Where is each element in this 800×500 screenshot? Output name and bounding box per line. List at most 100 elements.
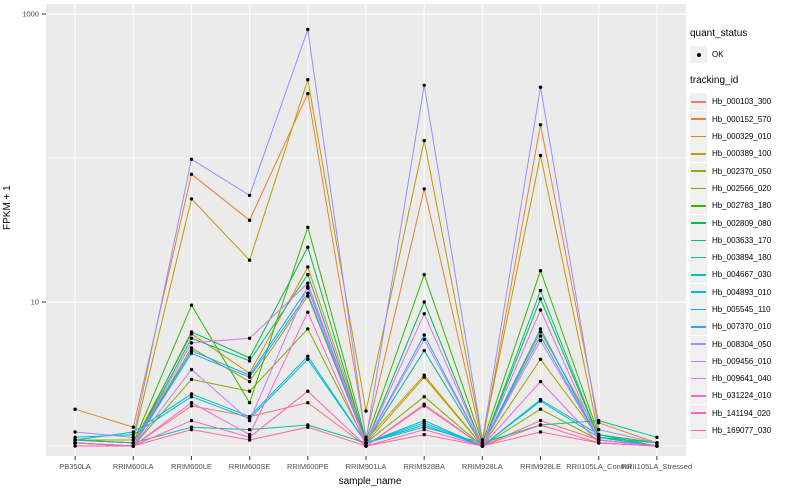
legend-key-swatch bbox=[690, 249, 707, 267]
legend-label-tracking: Hb_169077_030 bbox=[712, 426, 772, 436]
x-tick-label: RRII105LA_Stressed bbox=[622, 462, 692, 471]
legend-label-tracking: Hb_004667_030 bbox=[712, 270, 772, 280]
legend-item-tracking: Hb_002783_180 bbox=[690, 197, 800, 215]
legend-key-swatch bbox=[690, 283, 707, 301]
legend-label-tracking: Hb_002783_180 bbox=[712, 201, 772, 211]
legend-label-tracking: Hb_141194_020 bbox=[712, 408, 771, 418]
axis-ticks bbox=[42, 13, 658, 460]
legend-label-tracking: Hb_008304_050 bbox=[712, 339, 772, 349]
legend-item-tracking: Hb_000152_570 bbox=[690, 110, 800, 128]
legend-label-tracking: Hb_000329_010 bbox=[712, 132, 772, 142]
legend-item-tracking: Hb_002370_050 bbox=[690, 162, 800, 180]
legend-item-tracking: Hb_005545_110 bbox=[690, 301, 800, 318]
legend-label-tracking: Hb_002566_020 bbox=[712, 183, 772, 193]
legend-section-gap bbox=[690, 63, 800, 75]
legend-item-tracking: Hb_009456_010 bbox=[690, 352, 800, 370]
line-swatch-icon bbox=[691, 274, 706, 276]
x-tick-label: RRIM600LE bbox=[171, 462, 212, 471]
line-swatch-icon bbox=[691, 325, 706, 328]
legend-label-tracking: Hb_005545_110 bbox=[712, 305, 771, 314]
line-swatch-icon bbox=[691, 222, 706, 224]
y-tick-labels: 10 1000 bbox=[22, 10, 39, 307]
legend-label-tracking: Hb_003633_170 bbox=[712, 235, 772, 245]
x-axis-title: sample_name bbox=[338, 476, 402, 487]
x-tick-label: RRIM928LE bbox=[520, 462, 561, 471]
legend-tracking-items: Hb_000103_300 Hb_000152_570 Hb_000329_010 H… bbox=[690, 93, 800, 440]
legend-item-tracking: Hb_169077_030 bbox=[690, 422, 800, 440]
legend-key-swatch bbox=[690, 231, 707, 249]
legend-label-tracking: Hb_004893_010 bbox=[712, 287, 772, 297]
legend-label-tracking: Hb_007370_010 bbox=[712, 322, 772, 332]
line-swatch-icon bbox=[691, 308, 706, 311]
legend-item-tracking: Hb_004893_010 bbox=[690, 283, 800, 301]
legend-item-tracking: Hb_003633_170 bbox=[690, 231, 800, 249]
y-tick-label: 10 bbox=[31, 298, 39, 307]
y-tick-label: 1000 bbox=[22, 10, 39, 19]
x-tick-label: RRIM600SE bbox=[229, 462, 271, 471]
legend-key-swatch bbox=[690, 93, 707, 111]
x-tick-label: RRIM600LA bbox=[113, 462, 154, 471]
legend-item-tracking: Hb_000389_100 bbox=[690, 145, 800, 163]
legend-key-swatch bbox=[690, 179, 707, 197]
legend-key-swatch bbox=[690, 266, 707, 284]
legend-item-tracking: Hb_002566_020 bbox=[690, 179, 800, 197]
legend-label-ok: OK bbox=[712, 50, 724, 60]
legend-key-swatch bbox=[690, 318, 707, 336]
x-tick-label: RRIM928BA bbox=[403, 462, 445, 471]
line-swatch-icon bbox=[691, 395, 706, 397]
legend-label-tracking: Hb_031224_010 bbox=[712, 391, 772, 401]
legend-label-tracking: Hb_000152_570 bbox=[712, 114, 772, 124]
legend-key-swatch bbox=[690, 162, 707, 180]
legend-item-tracking: Hb_003894_180 bbox=[690, 249, 800, 267]
legend-key-swatch bbox=[690, 370, 707, 388]
line-swatch-icon bbox=[691, 118, 706, 121]
line-swatch-icon bbox=[691, 429, 706, 432]
x-tick-label: RRIM901LA bbox=[346, 462, 387, 471]
legend-key-swatch bbox=[690, 422, 707, 440]
x-tick-label: RRII105LA_Control bbox=[566, 462, 631, 471]
legend-item-tracking: Hb_000103_300 bbox=[690, 93, 800, 111]
legend-label-tracking: Hb_002809_080 bbox=[712, 218, 772, 228]
legend-key-swatch bbox=[690, 128, 707, 146]
legend-key-swatch bbox=[690, 214, 707, 232]
legend-key-swatch bbox=[690, 197, 707, 215]
legend-label-tracking: Hb_009641_040 bbox=[712, 374, 772, 384]
legend-item-tracking: Hb_002809_080 bbox=[690, 214, 800, 232]
legend-key-swatch bbox=[690, 404, 707, 422]
legend-key-swatch bbox=[690, 335, 707, 353]
line-swatch-icon bbox=[691, 256, 706, 259]
x-tick-label: RRIM928LA bbox=[462, 462, 503, 471]
x-tick-label: RRIM600PE bbox=[287, 462, 329, 471]
line-swatch-icon bbox=[691, 239, 706, 242]
legend-key-ok bbox=[690, 46, 707, 64]
line-swatch-icon bbox=[691, 135, 706, 138]
line-swatch-icon bbox=[691, 412, 706, 415]
legend-item-ok: OK bbox=[690, 46, 800, 64]
legend-item-tracking: Hb_141194_020 bbox=[690, 404, 800, 422]
data-points bbox=[73, 27, 659, 448]
line-swatch-icon bbox=[691, 291, 706, 293]
legend-key-swatch bbox=[690, 145, 707, 163]
line-swatch-icon bbox=[691, 204, 706, 207]
legend-item-tracking: Hb_031224_010 bbox=[690, 387, 800, 405]
legend-label-tracking: Hb_000103_300 bbox=[712, 97, 772, 107]
legend-label-tracking: Hb_009456_010 bbox=[712, 356, 772, 366]
legend-item-tracking: Hb_008304_050 bbox=[690, 335, 800, 353]
line-swatch-icon bbox=[691, 187, 706, 190]
legend-key-swatch bbox=[690, 352, 707, 370]
x-tick-labels: PB350LA RRIM600LA RRIM600LE RRIM600SE RRIM60… bbox=[59, 462, 692, 471]
legend-label-tracking: Hb_002370_050 bbox=[712, 166, 772, 176]
line-swatch-icon bbox=[691, 170, 706, 172]
legend-key-swatch bbox=[690, 387, 707, 405]
point-marker-icon bbox=[696, 52, 701, 57]
line-swatch-icon bbox=[691, 360, 706, 363]
legend-item-tracking: Hb_007370_010 bbox=[690, 318, 800, 336]
line-swatch-icon bbox=[691, 153, 706, 155]
legend: quant_status OK tracking_id Hb_000103_30… bbox=[690, 28, 800, 440]
legend-item-tracking: Hb_004667_030 bbox=[690, 266, 800, 284]
legend-item-tracking: Hb_009641_040 bbox=[690, 370, 800, 388]
legend-label-tracking: Hb_000389_100 bbox=[712, 149, 772, 159]
legend-key-swatch bbox=[690, 301, 707, 318]
